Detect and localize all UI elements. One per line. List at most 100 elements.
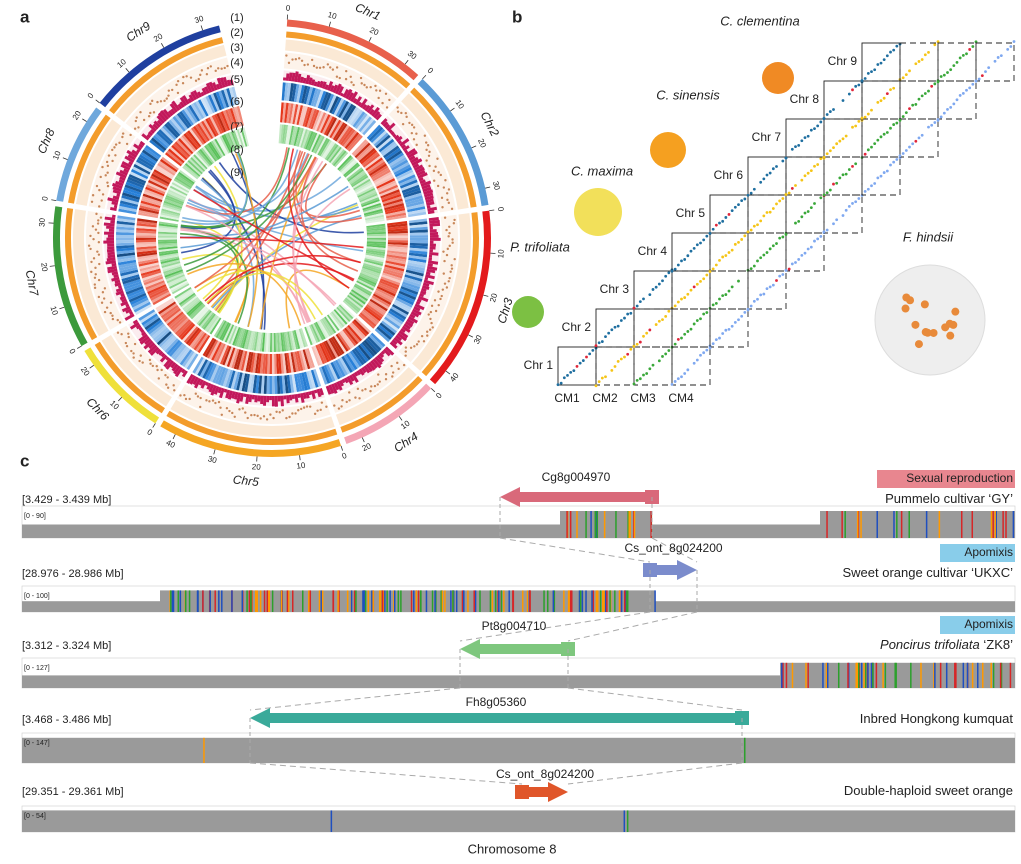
heat-red — [363, 307, 381, 322]
heat-red — [386, 256, 407, 263]
synteny-dot — [629, 347, 633, 351]
synteny-dot — [813, 239, 816, 243]
heat-green — [160, 256, 180, 262]
density-bar — [388, 129, 393, 134]
synteny-dot — [556, 383, 560, 387]
synteny-link — [292, 160, 324, 323]
synteny-dot — [604, 375, 607, 379]
heat-red — [383, 266, 404, 274]
snp-dot — [426, 330, 429, 333]
synteny-dot — [794, 145, 797, 149]
variant-stripe — [308, 590, 310, 612]
heat-blue — [212, 365, 222, 384]
snp-dot — [443, 282, 447, 285]
heat-green — [366, 244, 386, 249]
density-bar — [163, 358, 172, 368]
chromosome-ideogram — [84, 347, 160, 424]
heat-green — [168, 277, 187, 288]
heat-red — [360, 149, 378, 165]
density-bar — [208, 383, 215, 393]
synteny-dot — [759, 180, 763, 184]
synteny-dot — [825, 113, 829, 116]
snp-dot — [453, 257, 456, 261]
density-bar — [394, 134, 400, 140]
heat-red — [379, 278, 400, 288]
variant-stripe — [955, 662, 957, 688]
density-bar — [366, 104, 375, 114]
synteny-dot — [841, 99, 845, 102]
variant-stripe — [479, 590, 481, 612]
heat-blue — [409, 237, 428, 241]
panel-label: a — [20, 7, 30, 26]
density-bar — [113, 274, 119, 278]
heat-red — [166, 311, 184, 327]
heat-blue — [118, 208, 137, 215]
kumquat — [901, 304, 910, 313]
snp-dot — [423, 134, 427, 137]
synteny-link — [206, 272, 324, 316]
heat-red — [342, 328, 357, 347]
heat-green — [365, 251, 385, 257]
heat-green — [324, 316, 337, 334]
heat-red — [141, 195, 162, 205]
density-bar — [413, 306, 421, 312]
snp-dot — [425, 159, 428, 162]
heat-green — [311, 134, 322, 153]
heat-green — [171, 283, 190, 295]
variant-stripe — [860, 662, 863, 688]
heat-green — [366, 225, 386, 230]
grid-cell — [861, 156, 901, 196]
heat-red — [385, 260, 406, 267]
variant-stripe — [434, 590, 436, 612]
heat-blue — [396, 295, 414, 306]
tick-label: 10 — [51, 149, 63, 161]
snp-dot — [448, 276, 451, 280]
row-label: Chr 9 — [828, 54, 858, 68]
synteny-dot — [585, 355, 588, 359]
heat-blue — [184, 352, 197, 369]
heat-blue — [294, 373, 300, 393]
heat-blue — [118, 262, 137, 269]
snp-dot — [431, 326, 434, 329]
snp-dot — [445, 253, 449, 257]
density-bar — [395, 334, 403, 342]
density-bar — [266, 395, 270, 403]
heat-blue — [301, 372, 308, 391]
fruit-photo — [574, 188, 622, 236]
heat-blue — [158, 129, 174, 144]
heat-green — [158, 241, 178, 244]
heat-blue — [228, 87, 237, 106]
heat-red — [326, 339, 339, 358]
heat-blue — [404, 192, 423, 201]
heat-green — [247, 330, 254, 350]
heat-blue — [355, 346, 369, 362]
synteny-dot — [876, 100, 880, 104]
coverage-high — [22, 737, 1015, 763]
density-bar — [285, 73, 290, 81]
snp-dot — [425, 141, 428, 144]
synteny-link — [300, 156, 359, 272]
synteny-dot — [670, 269, 674, 273]
heat-green — [181, 295, 198, 309]
synteny-dot — [870, 70, 873, 74]
snp-dot — [452, 222, 456, 225]
snp-dot — [352, 83, 355, 87]
synteny-dot — [616, 324, 620, 328]
density-bar — [205, 82, 213, 93]
tick-label: 10 — [48, 305, 60, 317]
synteny-link — [179, 236, 364, 249]
density-bar — [110, 220, 115, 224]
heat-red — [219, 345, 230, 365]
heat-blue — [116, 220, 135, 226]
heat-blue — [315, 89, 324, 108]
snp-dot — [225, 407, 229, 410]
density-bar — [305, 391, 310, 399]
heat-red — [151, 291, 171, 303]
snp-dot — [107, 154, 111, 157]
heat-blue — [388, 310, 405, 323]
heat-red — [173, 317, 190, 334]
heat-red — [317, 343, 328, 364]
snp-dot — [147, 115, 151, 118]
heat-green — [347, 168, 364, 182]
heat-red — [194, 124, 209, 143]
